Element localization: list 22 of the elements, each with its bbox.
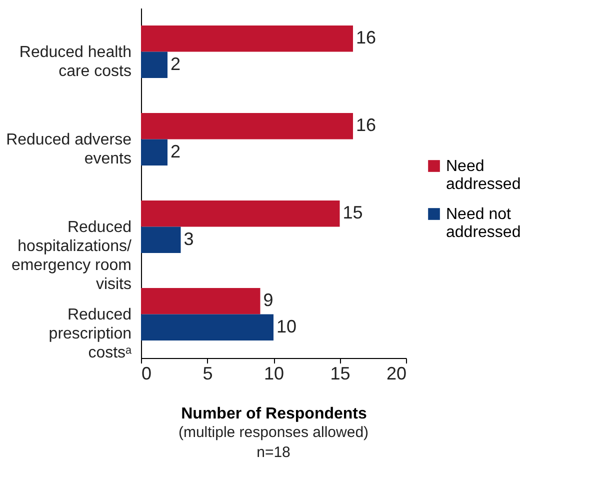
data-label: 9 xyxy=(263,290,274,310)
y-tick-label: Reduced health care costs xyxy=(19,44,132,80)
y-tick-label: Reduced prescription costsᵃ xyxy=(48,306,133,362)
x-axis-title: Number of Respondents xyxy=(181,406,367,422)
text: n=18 xyxy=(256,444,290,461)
y-tick-label: Reduced adverse events xyxy=(6,131,132,168)
x-tick-label: 20 xyxy=(386,364,406,384)
x-tick-label: 5 xyxy=(202,364,213,384)
x-tick-label: 0 xyxy=(142,364,152,384)
x-tick-label: 10 xyxy=(264,364,284,384)
data-label: 10 xyxy=(276,316,297,336)
data-label: 2 xyxy=(170,141,181,162)
y-tick-label: Reduced hospitalizations/ emergency room visits xyxy=(11,218,132,293)
data-label: 15 xyxy=(342,202,363,223)
data-label: 3 xyxy=(184,228,194,249)
text: (multiple responses allowed) xyxy=(178,424,369,441)
legend-label: Need not addressed xyxy=(446,206,521,241)
data-label: 2 xyxy=(170,54,181,74)
data-label: 16 xyxy=(356,115,376,136)
x-tick-label: 15 xyxy=(330,364,350,384)
data-label: 16 xyxy=(356,28,376,48)
legend-label: Need addressed xyxy=(446,158,521,193)
